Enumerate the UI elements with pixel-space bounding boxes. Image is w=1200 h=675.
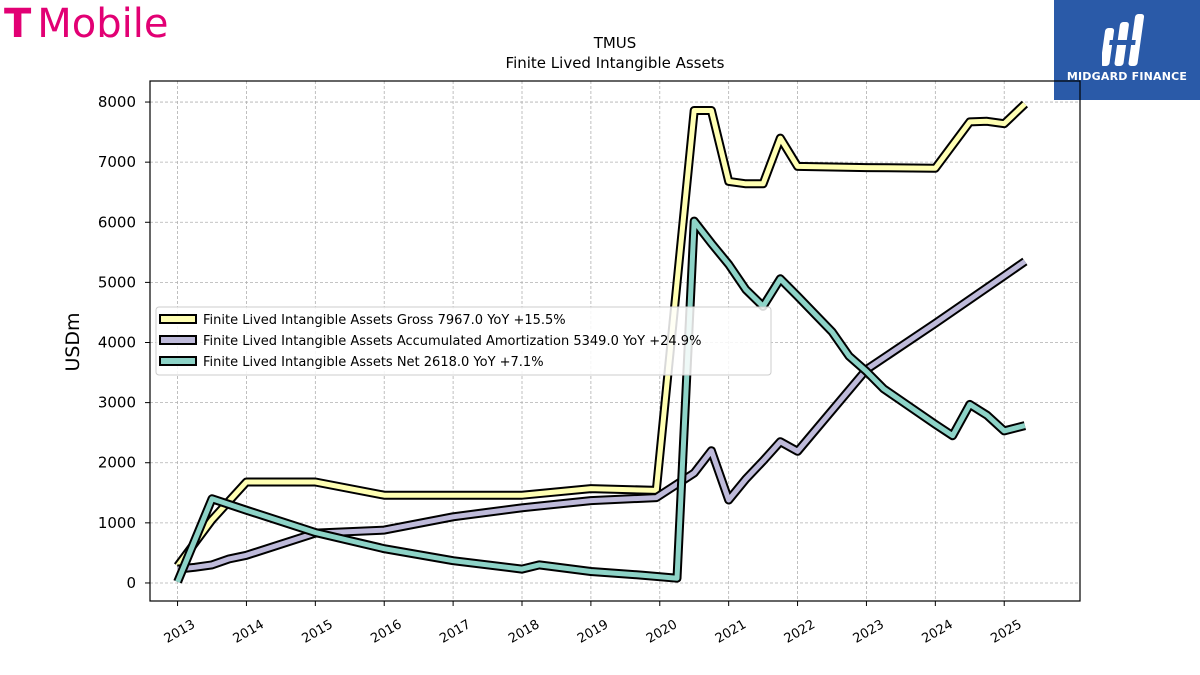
y-tick-label: 5000	[98, 273, 136, 291]
midgard-logo-mark-icon	[1102, 14, 1145, 66]
x-tick-label: 2013	[162, 617, 198, 647]
series-line-1	[175, 102, 1027, 568]
x-tick-label: 2019	[575, 617, 611, 647]
t-mobile-logo: T Mobile	[4, 2, 169, 46]
series-lines	[173, 100, 1029, 584]
x-tick-label: 2024	[920, 617, 956, 647]
plot-frame	[149, 80, 1081, 602]
x-tick-label: 2020	[644, 617, 680, 647]
x-tick-label: 2022	[782, 617, 818, 647]
y-tick-label: 7000	[98, 153, 136, 171]
t-mobile-logo-text: Mobile	[37, 1, 169, 47]
x-tick-label: 2018	[506, 617, 542, 647]
midgard-finance-logo: MIDGARD FINANCE	[1054, 0, 1200, 100]
legend-swatch-1	[159, 314, 197, 324]
y-axis-label: USDm	[62, 312, 84, 371]
legend-label-1: Finite Lived Intangible Assets Gross 796…	[203, 313, 566, 328]
chart-subtitle: Finite Lived Intangible Assets	[506, 54, 725, 72]
chart-title: TMUS	[593, 34, 637, 52]
y-tick-label: 6000	[98, 213, 136, 231]
x-tick-label: 2014	[231, 617, 267, 647]
y-tick-label: 3000	[98, 394, 136, 412]
x-tick-label: 2015	[300, 617, 336, 647]
y-tick-label: 1000	[98, 514, 136, 532]
legend: Finite Lived Intangible Assets Gross 796…	[155, 306, 772, 376]
midgard-logo-text: MIDGARD FINANCE	[1066, 70, 1188, 83]
y-tick-label: 4000	[98, 334, 136, 352]
x-tick-label: 2021	[713, 617, 749, 647]
x-tick-label: 2016	[368, 617, 404, 647]
x-tick-label: 2023	[851, 617, 887, 647]
y-tick-label: 2000	[98, 454, 136, 472]
series-line-2	[177, 259, 1027, 572]
legend-label-3: Finite Lived Intangible Assets Net 2618.…	[203, 355, 544, 370]
x-tick-label: 2025	[988, 617, 1024, 647]
legend-label-2: Finite Lived Intangible Assets Accumulat…	[203, 334, 701, 349]
legend-swatch-2	[159, 335, 197, 345]
x-tick-label: 2017	[437, 617, 473, 647]
legend-box	[155, 306, 772, 376]
legend-swatch-3	[159, 356, 197, 366]
series-line-3	[175, 218, 1026, 583]
t-mobile-logo-glyph: T	[4, 1, 32, 47]
y-tick-label: 8000	[98, 93, 136, 111]
y-tick-label: 0	[126, 574, 136, 592]
